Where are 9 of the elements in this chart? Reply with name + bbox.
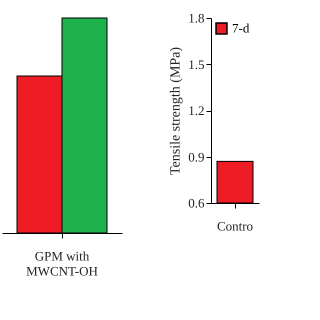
x-tick-label: GPM with MWCNT-OH [26,248,98,278]
y-tick-label: 1.5 [188,56,204,72]
legend-label: 7-d [232,20,250,36]
x-tick-label: Contro [216,218,254,234]
y-tick-label: 0.9 [188,149,204,164]
y-axis-title: Tensile strength (MPa) [168,46,184,176]
y-tick-label: 0.6 [188,196,205,210]
y-tick-label: 1.2 [188,103,204,118]
y-tick-label: 1.8 [188,10,204,26]
